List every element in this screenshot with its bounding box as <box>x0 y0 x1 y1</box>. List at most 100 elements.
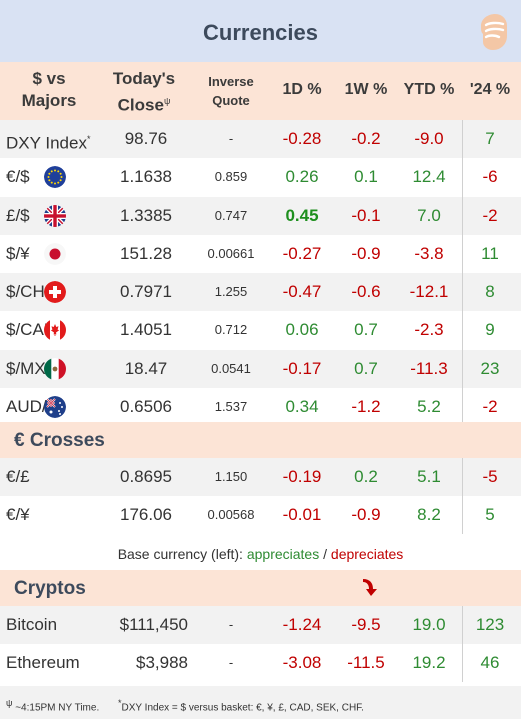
row-24: 46 <box>480 653 500 672</box>
row-1w: 0.7 <box>354 320 378 340</box>
footer-text2: DXY Index = $ versus basket: €, ¥, £, CA… <box>121 702 364 714</box>
row-1w: 0.2 <box>354 467 378 486</box>
table-row: $/MXN 18.47 0.0541 -0.17 0.7 -11.3 23 <box>0 349 521 388</box>
row-close: 1.4051 <box>120 320 172 340</box>
row-name-text: $/¥ <box>6 243 30 263</box>
row-inverse: 0.859 <box>214 169 248 185</box>
row-name-text: Bitcoin <box>6 615 58 634</box>
table-row: €/¥ 176.06 0.00568 -0.01 -0.9 8.2 5 <box>0 496 521 534</box>
row-name: £/$ <box>6 197 116 235</box>
header-inverse-line1: Inverse <box>208 74 254 89</box>
row-inverse: - <box>228 131 234 146</box>
row-1w: -0.9 <box>351 243 381 263</box>
row-name-text: $/CHF <box>6 282 56 301</box>
row-name: Ethereum <box>6 644 116 682</box>
row-1d: -0.01 <box>282 505 322 524</box>
table-row: $/CAD 1.4051 0.712 0.06 0.7 -2.3 9 <box>0 311 521 349</box>
red-down-arrow-icon <box>363 579 377 596</box>
header-close-line2: Close <box>117 95 164 115</box>
header-1w: 1W % <box>344 81 388 98</box>
row-inverse: 1.150 <box>214 469 248 484</box>
header-ytd: YTD % <box>403 81 455 98</box>
row-inverse: 0.00568 <box>207 507 255 522</box>
footer-sup1: ψ <box>6 698 13 708</box>
note-depreciates: depreciates <box>330 546 404 562</box>
row-inverse: 1.537 <box>214 398 248 414</box>
row-inverse: - <box>228 617 234 632</box>
table-row: £/$ 1.3385 0.747 0.45 -0.1 7.0 -2 <box>0 196 521 235</box>
note-appreciates: appreciates <box>246 546 320 562</box>
cryptos-section-header: Cryptos <box>0 570 521 606</box>
row-ytd: 7.0 <box>417 205 441 225</box>
row-ytd: 12.4 <box>412 167 446 187</box>
row-ytd: -9.0 <box>414 129 444 148</box>
row-name: €/£ <box>6 458 116 496</box>
table-row: €/$ 1.1638 0.859 0.26 0.1 12.4 -6 <box>0 158 521 196</box>
row-ytd: 8.2 <box>417 505 441 524</box>
row-name: AUD/$ <box>6 388 116 426</box>
table-row: Bitcoin $111,450 - -1.24 -9.5 19.0 123 <box>0 606 521 644</box>
row-24: 8 <box>485 282 495 301</box>
page-title: Currencies <box>203 20 318 45</box>
row-name: €/¥ <box>6 496 116 534</box>
header-majors: $ vs Majors <box>6 68 92 112</box>
row-1d: 0.26 <box>285 167 319 187</box>
row-1d: 0.34 <box>285 396 319 416</box>
column-divider <box>462 120 463 422</box>
row-1w: -9.5 <box>351 615 381 634</box>
row-inverse: 0.747 <box>214 207 248 223</box>
row-ytd: -2.3 <box>414 320 444 340</box>
footer-time-note: ψ ~4:15PM NY Time. <box>6 698 99 713</box>
row-close: $3,988 <box>136 653 188 672</box>
row-name-text: €/$ <box>6 167 30 187</box>
swiss-flag-icon <box>44 281 66 303</box>
row-1w: 0.7 <box>354 358 378 378</box>
row-1w: -0.1 <box>351 205 381 225</box>
row-1d: -1.24 <box>282 615 322 634</box>
column-divider <box>462 458 463 534</box>
row-ytd: 19.0 <box>412 615 446 634</box>
row-close: 1.3385 <box>120 205 172 225</box>
table-row: AUD/$ 0.6506 1.537 0.34 -1.2 5.2 -2 <box>0 388 521 426</box>
row-inverse: 0.712 <box>214 322 248 338</box>
row-1w: -0.9 <box>351 505 381 524</box>
row-24: 9 <box>485 320 495 340</box>
table-row: Ethereum $3,988 - -3.08 -11.5 19.2 46 <box>0 644 521 682</box>
row-name: €/$ <box>6 158 116 196</box>
row-ytd: -3.8 <box>414 243 444 263</box>
header-close-sup: ψ <box>163 96 171 106</box>
row-ytd: 19.2 <box>412 653 446 672</box>
row-24: -6 <box>482 167 498 187</box>
row-close: 0.7971 <box>120 282 172 301</box>
canada-flag-icon <box>44 319 66 342</box>
note-prefix: Base currency (left): <box>117 546 247 562</box>
row-name: DXY Index* <box>6 120 116 158</box>
row-name-text: £/$ <box>6 205 30 225</box>
color-legend-note: Base currency (left): appreciates / depr… <box>0 540 521 568</box>
row-ytd: -11.3 <box>410 358 448 378</box>
row-1w: -0.6 <box>351 282 381 301</box>
footer-dxy-note: *DXY Index = $ versus basket: €, ¥, £, C… <box>118 698 364 713</box>
row-1d: 0.45 <box>285 205 319 225</box>
row-close: 151.28 <box>120 243 172 263</box>
row-24: 23 <box>480 358 500 378</box>
row-close: 1.1638 <box>120 167 172 187</box>
row-inverse: 1.255 <box>214 284 248 299</box>
header-close: Today's Closeψ <box>104 68 184 117</box>
row-1d: -0.19 <box>282 467 322 486</box>
header-inverse: Inverse Quote <box>196 72 266 110</box>
uk-flag-icon <box>44 204 66 227</box>
eu-flag-icon <box>44 166 66 189</box>
row-inverse: 0.00661 <box>207 245 255 261</box>
row-name: Bitcoin <box>6 606 116 644</box>
row-1d: 0.06 <box>285 320 319 340</box>
row-1w: -1.2 <box>351 396 381 416</box>
title-bar: Currencies <box>0 0 521 62</box>
row-name: $/CHF <box>6 273 116 311</box>
row-name-text: €/¥ <box>6 505 30 524</box>
table-header: $ vs Majors Today's Closeψ Inverse Quote… <box>0 62 521 120</box>
footer-text1: ~4:15PM NY Time. <box>12 702 100 714</box>
australia-flag-icon <box>44 395 66 418</box>
row-name: $/¥ <box>6 235 116 273</box>
mexico-flag-icon <box>44 357 66 380</box>
